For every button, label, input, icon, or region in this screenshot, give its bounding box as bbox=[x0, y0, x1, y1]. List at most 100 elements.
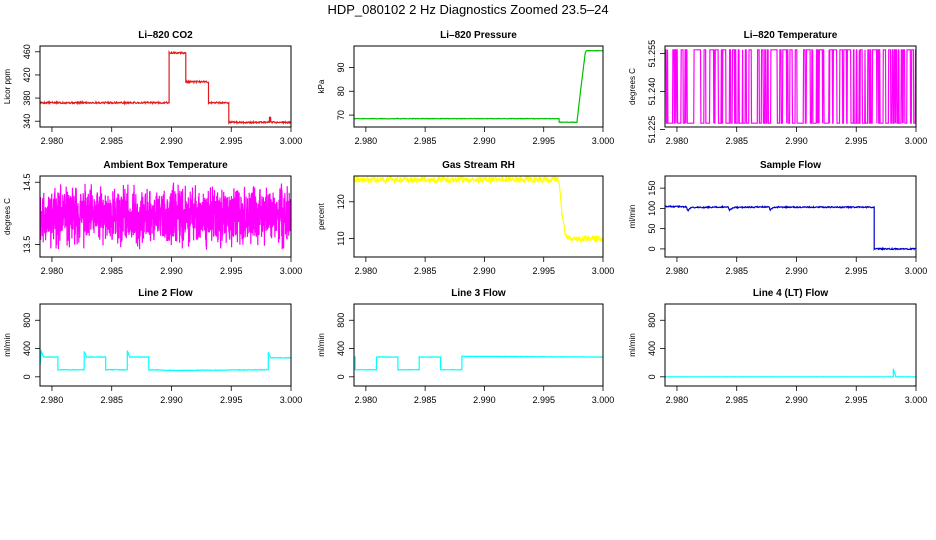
y-axis-label: ml/min bbox=[3, 333, 12, 357]
x-tick-label: 2.980 bbox=[355, 136, 378, 146]
chart-panel-1: Li–820 CO2 Licor ppm 2.980 2.985 2.990 2.995 3… bbox=[3, 30, 302, 146]
y-tick-label: 150 bbox=[647, 181, 657, 196]
y-tick-label: 70 bbox=[336, 110, 346, 120]
x-tick-label: 2.995 bbox=[532, 395, 555, 405]
y-tick-label: 0 bbox=[647, 246, 657, 251]
chart-panel-9: Line 4 (LT) Flow ml/min 2.980 2.985 2.990 2.9… bbox=[628, 288, 927, 405]
plot-frame bbox=[353, 175, 604, 258]
data-series-line bbox=[665, 368, 916, 378]
chart-panel-5: Gas Stream RH percent 2.980 2.985 2.990 2.995… bbox=[317, 160, 614, 276]
x-tick-label: 2.980 bbox=[41, 266, 64, 276]
x-tick-label: 2.990 bbox=[473, 266, 496, 276]
y-axis-label: Licor ppm bbox=[3, 69, 12, 104]
chart-panel-2: Li–820 Pressure kPa 2.980 2.985 2.990 2.995 3.… bbox=[317, 30, 614, 146]
y-axis-label: percent bbox=[317, 202, 326, 229]
y-tick-label: 800 bbox=[647, 313, 657, 328]
y-tick-label: 0 bbox=[336, 374, 346, 379]
chart-panel-3: Li–820 Temperature degrees C 2.980 2.985 2.9… bbox=[628, 30, 927, 146]
plot-frame bbox=[39, 45, 292, 128]
x-tick-label: 2.980 bbox=[41, 395, 64, 405]
y-axis-label: ml/min bbox=[628, 333, 637, 357]
chart-title: Line 2 Flow bbox=[138, 288, 193, 299]
y-tick-label: 51.255 bbox=[647, 40, 657, 68]
x-tick-label: 2.985 bbox=[100, 266, 123, 276]
x-tick-label: 2.990 bbox=[160, 266, 183, 276]
y-axis-label: kPa bbox=[317, 79, 326, 93]
y-tick-label: 400 bbox=[22, 341, 32, 356]
x-tick-label: 2.990 bbox=[785, 266, 808, 276]
x-tick-label: 3.000 bbox=[280, 395, 303, 405]
x-tick-label: 2.985 bbox=[414, 395, 437, 405]
x-tick-label: 3.000 bbox=[905, 395, 928, 405]
x-tick-label: 2.985 bbox=[725, 395, 748, 405]
y-tick-label: 120 bbox=[336, 194, 346, 209]
x-tick-label: 2.990 bbox=[785, 136, 808, 146]
x-tick-label: 2.990 bbox=[160, 395, 183, 405]
x-tick-label: 3.000 bbox=[280, 266, 303, 276]
x-tick-label: 3.000 bbox=[905, 266, 928, 276]
chart-title: Line 4 (LT) Flow bbox=[753, 288, 829, 299]
data-series-line bbox=[39, 182, 292, 250]
x-tick-label: 3.000 bbox=[905, 136, 928, 146]
data-series-line bbox=[665, 49, 917, 124]
x-tick-label: 2.985 bbox=[414, 266, 437, 276]
y-tick-label: 800 bbox=[336, 313, 346, 328]
plot-frame bbox=[664, 303, 917, 387]
x-tick-label: 2.995 bbox=[845, 395, 868, 405]
x-tick-label: 3.000 bbox=[592, 266, 615, 276]
y-tick-label: 0 bbox=[647, 374, 657, 379]
chart-panel-8: Line 3 Flow ml/min 2.980 2.985 2.990 2.995 3.0… bbox=[317, 288, 614, 405]
plot-frame bbox=[39, 175, 292, 258]
y-tick-label: 13.5 bbox=[22, 236, 32, 254]
x-tick-label: 2.995 bbox=[845, 136, 868, 146]
y-tick-label: 90 bbox=[336, 62, 346, 72]
y-tick-label: 400 bbox=[647, 341, 657, 356]
y-axis-label: degrees C bbox=[3, 198, 12, 235]
y-axis-label: ml/min bbox=[628, 205, 637, 229]
x-tick-label: 2.990 bbox=[473, 136, 496, 146]
chart-title: Line 3 Flow bbox=[451, 288, 506, 299]
chart-panel-4: Ambient Box Temperature degrees C 2.980 2.9… bbox=[3, 160, 302, 276]
x-tick-label: 2.985 bbox=[100, 395, 123, 405]
y-tick-label: 0 bbox=[22, 374, 32, 379]
y-axis-label: ml/min bbox=[317, 333, 326, 357]
x-tick-label: 3.000 bbox=[592, 395, 615, 405]
y-tick-label: 80 bbox=[336, 86, 346, 96]
chart-title: Ambient Box Temperature bbox=[103, 160, 228, 171]
data-series-line bbox=[353, 175, 604, 244]
x-tick-label: 2.980 bbox=[666, 136, 689, 146]
x-tick-label: 2.995 bbox=[220, 266, 243, 276]
figure-title: HDP_080102 2 Hz Diagnostics Zoomed 23.5–… bbox=[327, 2, 609, 17]
x-tick-label: 2.995 bbox=[220, 136, 243, 146]
x-tick-label: 2.995 bbox=[845, 266, 868, 276]
y-tick-label: 420 bbox=[22, 67, 32, 82]
x-tick-label: 2.990 bbox=[160, 136, 183, 146]
y-tick-label: 800 bbox=[22, 313, 32, 328]
x-tick-label: 2.985 bbox=[725, 266, 748, 276]
plot-frame bbox=[353, 45, 604, 128]
y-tick-label: 51.240 bbox=[647, 78, 657, 106]
y-tick-label: 50 bbox=[647, 224, 657, 234]
chart-title: Li–820 Pressure bbox=[440, 30, 517, 41]
chart-title: Li–820 Temperature bbox=[744, 30, 838, 41]
data-series-line bbox=[39, 348, 291, 372]
y-tick-label: 380 bbox=[22, 91, 32, 106]
y-tick-label: 460 bbox=[22, 44, 32, 59]
chart-title: Gas Stream RH bbox=[442, 160, 515, 171]
x-tick-label: 2.990 bbox=[473, 395, 496, 405]
y-tick-label: 340 bbox=[22, 114, 32, 129]
y-axis-label: degrees C bbox=[628, 68, 637, 105]
x-tick-label: 2.980 bbox=[355, 266, 378, 276]
x-tick-label: 2.980 bbox=[355, 395, 378, 405]
y-tick-label: 110 bbox=[336, 231, 346, 245]
x-tick-label: 3.000 bbox=[592, 136, 615, 146]
x-tick-label: 2.985 bbox=[100, 136, 123, 146]
x-tick-label: 2.985 bbox=[725, 136, 748, 146]
x-tick-label: 2.980 bbox=[41, 136, 64, 146]
data-series-line bbox=[664, 204, 917, 252]
data-series-line bbox=[353, 49, 603, 124]
x-tick-label: 2.995 bbox=[220, 395, 243, 405]
y-tick-label: 51.225 bbox=[647, 116, 657, 144]
x-tick-label: 2.995 bbox=[532, 266, 555, 276]
